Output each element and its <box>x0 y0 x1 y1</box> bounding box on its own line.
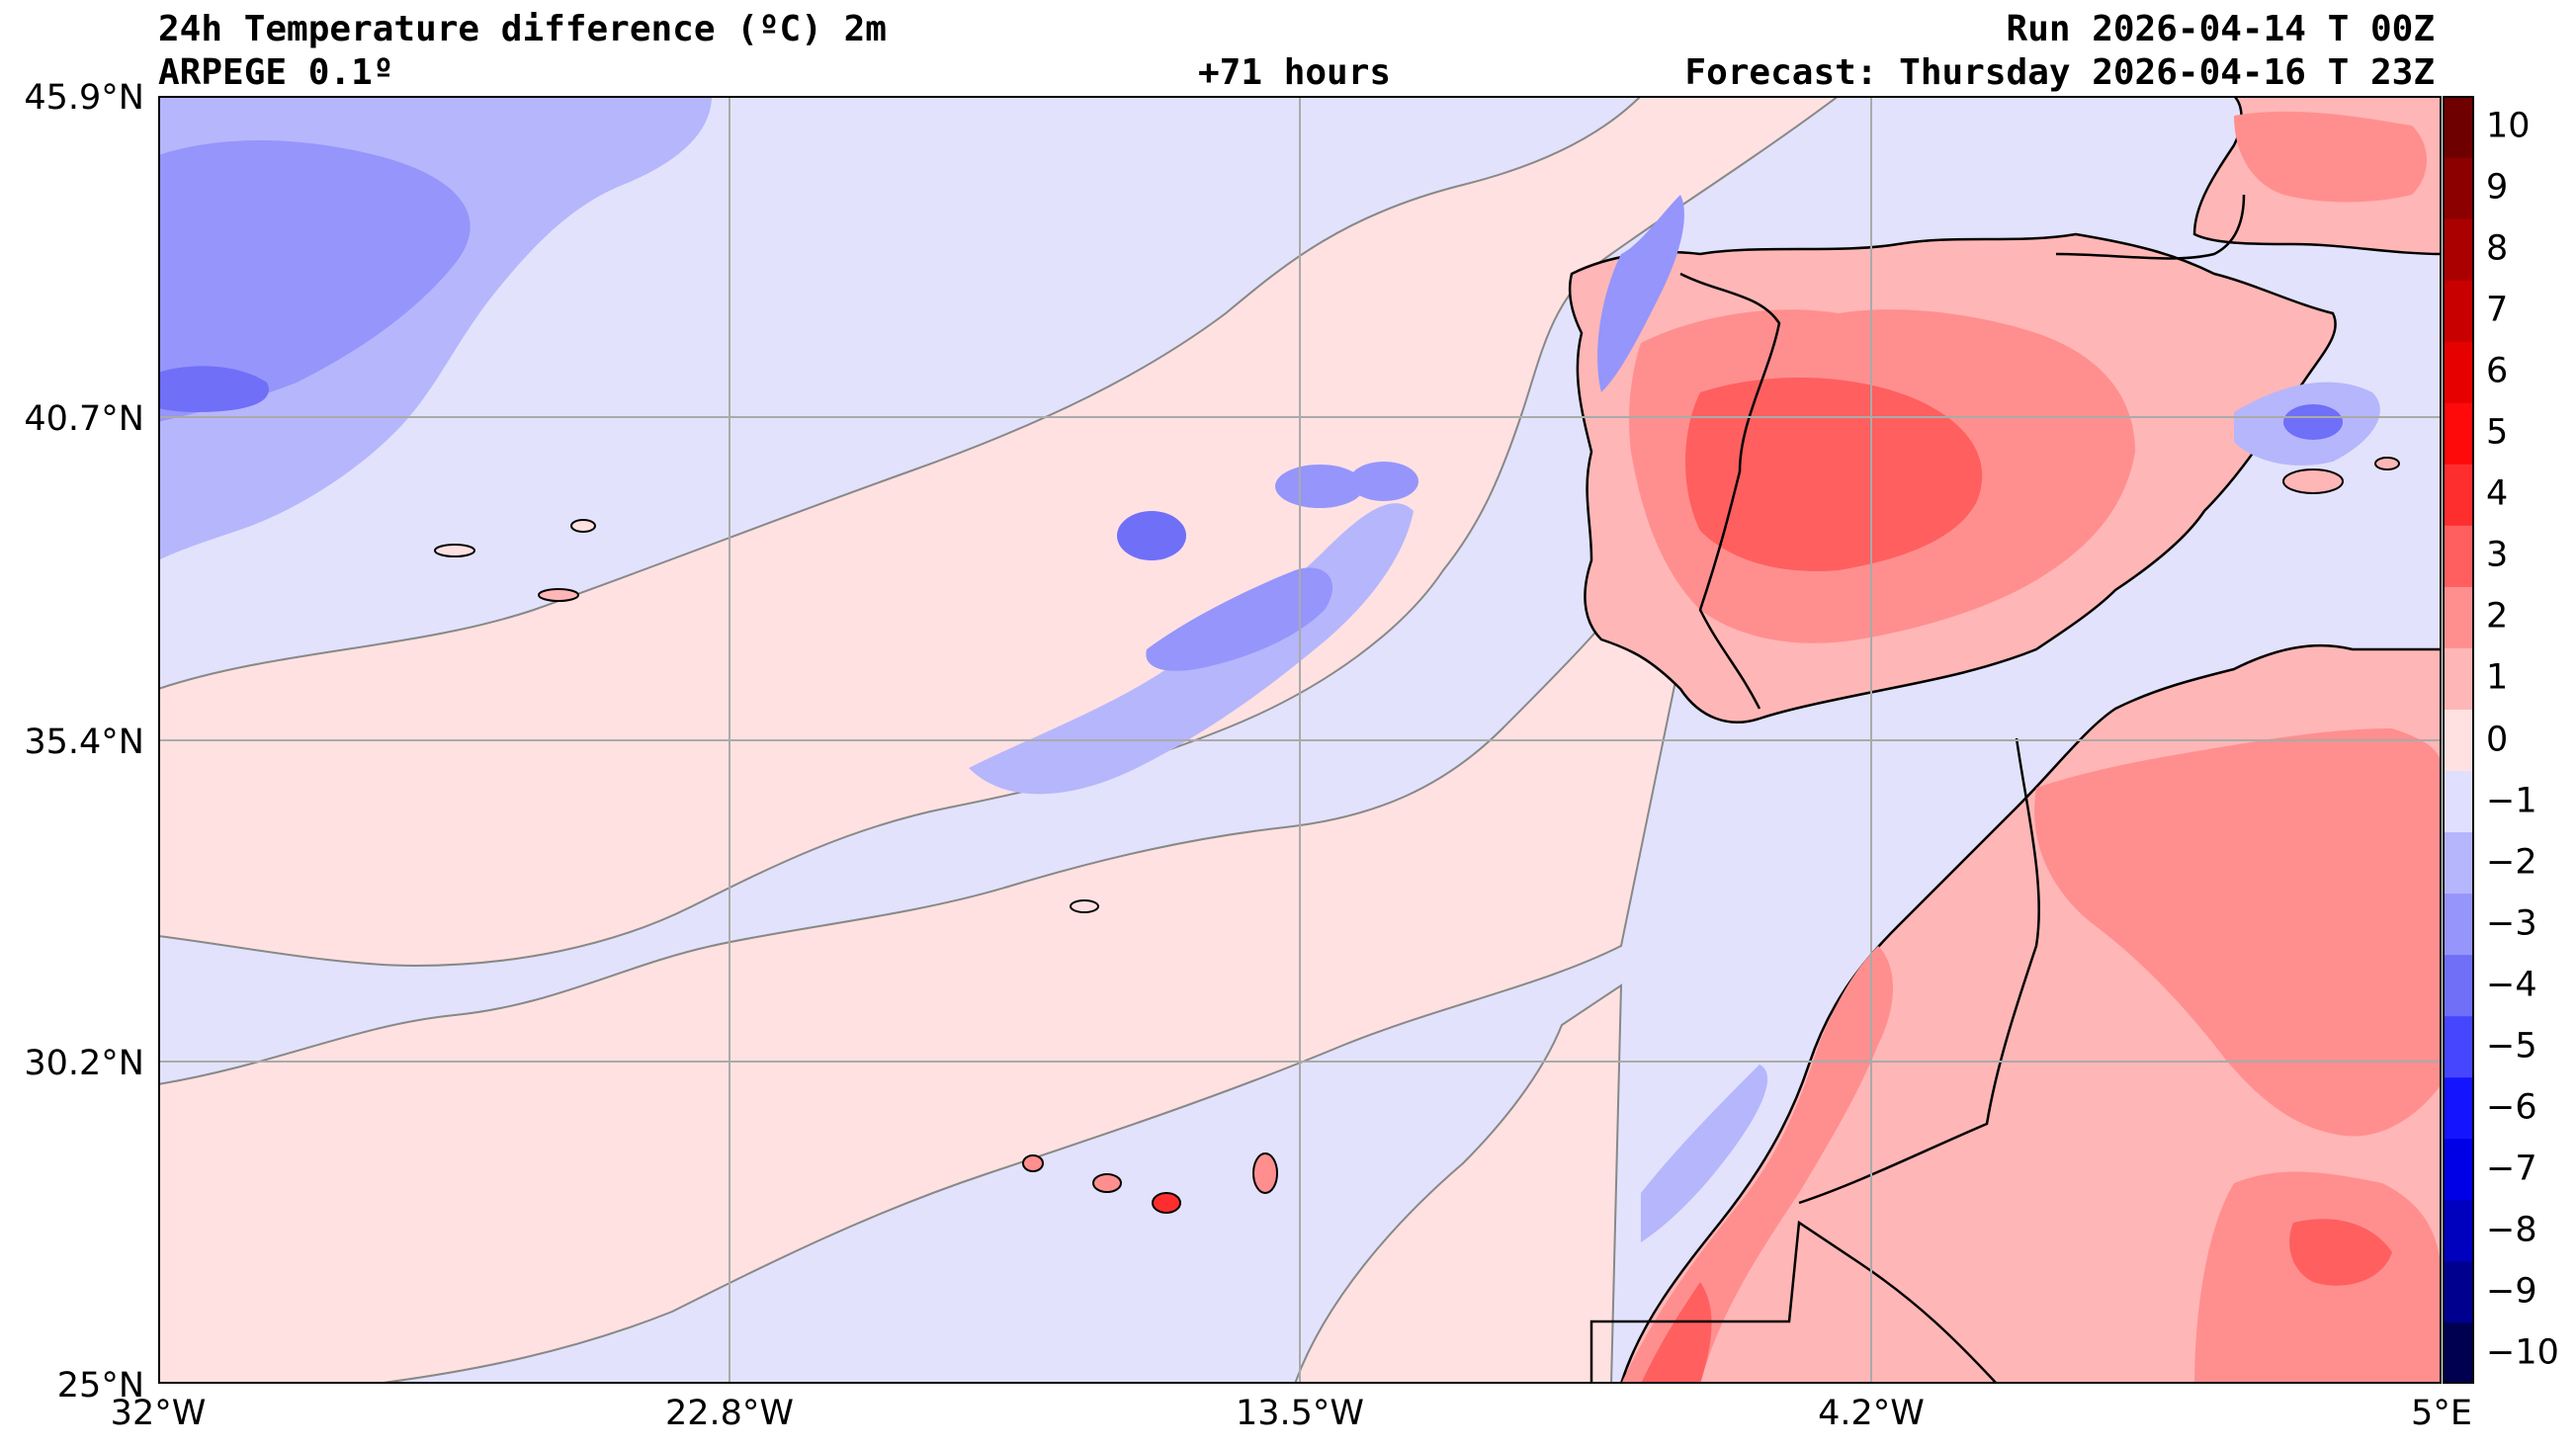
colorbar-band <box>2443 464 2474 526</box>
colorbar-tick-label: 3 <box>2486 535 2509 575</box>
colorbar-tick-label: −7 <box>2486 1149 2537 1189</box>
lat-label-30-2: 30.2°N <box>24 1044 144 1083</box>
colorbar-tick-label: 0 <box>2486 720 2509 759</box>
lon-label-5e: 5°E <box>2411 1394 2472 1433</box>
colorbar-tick-label: 6 <box>2486 351 2509 391</box>
land-africa-hot-core-east <box>2289 1219 2392 1286</box>
ocean-warm-patch-south <box>158 559 1702 1384</box>
colorbar-tick-label: −1 <box>2486 781 2537 821</box>
lon-label-32w: 32°W <box>110 1394 207 1433</box>
colorbar-tick-label: 5 <box>2486 412 2509 453</box>
colorbar-band <box>2443 280 2474 342</box>
island-azores-1 <box>434 544 475 557</box>
graticule <box>158 96 2442 1384</box>
land-iberia-hot-core <box>1685 378 1983 571</box>
island-azores-2 <box>570 519 596 533</box>
lon-label-4-2w: 4.2°W <box>1818 1394 1925 1433</box>
lat-label-35-4: 35.4°N <box>24 723 144 762</box>
colorbar-tick-label: 8 <box>2486 228 2509 269</box>
cold-patch-nw-streak <box>234 164 395 228</box>
lat-label-25: 25°N <box>56 1366 144 1405</box>
colorbar-band <box>2443 709 2474 772</box>
chart-title: 24h Temperature difference (ºC) 2m <box>158 9 887 49</box>
cold-patch-nw-mid <box>158 140 471 422</box>
colorbar-band <box>2443 1260 2474 1323</box>
lon-label-13-5w: 13.5°W <box>1235 1394 1365 1433</box>
island-canary-2 <box>1092 1173 1122 1193</box>
colorbar-band <box>2443 770 2474 833</box>
colorbar-tick-label: −5 <box>2486 1026 2537 1066</box>
colorbar-frame <box>2443 96 2474 1384</box>
colorbar-tick-label: −8 <box>2486 1210 2537 1250</box>
colorbar-tick-label: 4 <box>2486 473 2509 514</box>
colorbar-band <box>2443 1321 2474 1384</box>
island-balearic-1 <box>2282 468 2344 494</box>
island-canary-4 <box>1252 1152 1278 1194</box>
cold-strip-morocco <box>1641 1065 1768 1242</box>
colorbar-band <box>2443 1138 2474 1201</box>
border-western-sahara <box>1589 1220 1998 1384</box>
land-africa-hot-interior <box>2034 728 2442 1137</box>
run-label: Run 2026-04-14 T 00Z <box>2006 9 2435 49</box>
colorbar-tick-label: −4 <box>2486 965 2537 1005</box>
temperature-difference-map <box>158 96 2442 1384</box>
cold-cell-central-2 <box>1275 465 1364 508</box>
lat-label-40-7: 40.7°N <box>24 399 144 439</box>
colorbar-band <box>2443 341 2474 403</box>
lat-label-45-9: 45.9°N <box>24 78 144 118</box>
border-spain-france <box>2055 194 2246 260</box>
colorbar-band <box>2443 647 2474 710</box>
colorbar-tick-label: 9 <box>2486 167 2509 208</box>
colorbar-band <box>2443 893 2474 956</box>
colorbar-band <box>2443 218 2474 281</box>
colorbar-band <box>2443 402 2474 465</box>
cold-patch-central-core <box>1146 567 1333 671</box>
border-portugal-spain <box>1679 272 1781 710</box>
colorbar-band <box>2443 1199 2474 1262</box>
land-africa-hot-core <box>1641 1282 1712 1384</box>
colorbar <box>2443 96 2474 1384</box>
colorbar-band <box>2443 1015 2474 1078</box>
colorbar-tick-label: 10 <box>2486 106 2531 146</box>
cold-patch-nw-core <box>158 366 269 412</box>
colorbar-tick-label: −9 <box>2486 1271 2537 1312</box>
colorbar-tick-label: 1 <box>2486 657 2509 698</box>
cold-cell-central-3 <box>1349 462 1418 501</box>
colorbar-tick-label: −6 <box>2486 1087 2537 1128</box>
colorbar-tick-label: −3 <box>2486 903 2537 944</box>
colorbar-band <box>2443 1076 2474 1140</box>
colorbar-band <box>2443 954 2474 1017</box>
border-morocco-algeria <box>1798 737 2040 1205</box>
colorbar-tick-label: 7 <box>2486 290 2509 330</box>
island-canary-3 <box>1152 1192 1181 1214</box>
lon-label-22-8w: 22.8°W <box>664 1394 795 1433</box>
cold-cell-central-1 <box>1117 511 1186 560</box>
forecast-label: Forecast: Thursday 2026-04-16 T 23Z <box>1684 52 2435 93</box>
cold-cell-mediterranean <box>2283 404 2343 440</box>
island-madeira <box>1070 899 1099 913</box>
island-azores-3 <box>538 588 579 602</box>
colorbar-band <box>2443 525 2474 587</box>
ocean-warm-patch-east <box>1293 983 1623 1384</box>
colorbar-band <box>2443 586 2474 648</box>
colorbar-tick-label: 2 <box>2486 596 2509 637</box>
land-france-hot <box>2234 111 2427 203</box>
island-balearic-2 <box>2374 457 2400 470</box>
colorbar-tick-label: −10 <box>2486 1332 2559 1373</box>
cold-strip-portugal <box>1597 195 1684 392</box>
colorbar-band <box>2443 831 2474 894</box>
map-frame <box>158 96 2442 1384</box>
island-canary-1 <box>1022 1154 1044 1172</box>
model-label: ARPEGE 0.1º <box>158 52 394 93</box>
colorbar-band <box>2443 96 2474 158</box>
lead-time-label: +71 hours <box>1198 52 1392 93</box>
land-africa-hot-coast <box>1621 946 1893 1384</box>
colorbar-band <box>2443 157 2474 219</box>
colorbar-tick-label: −2 <box>2486 842 2537 883</box>
